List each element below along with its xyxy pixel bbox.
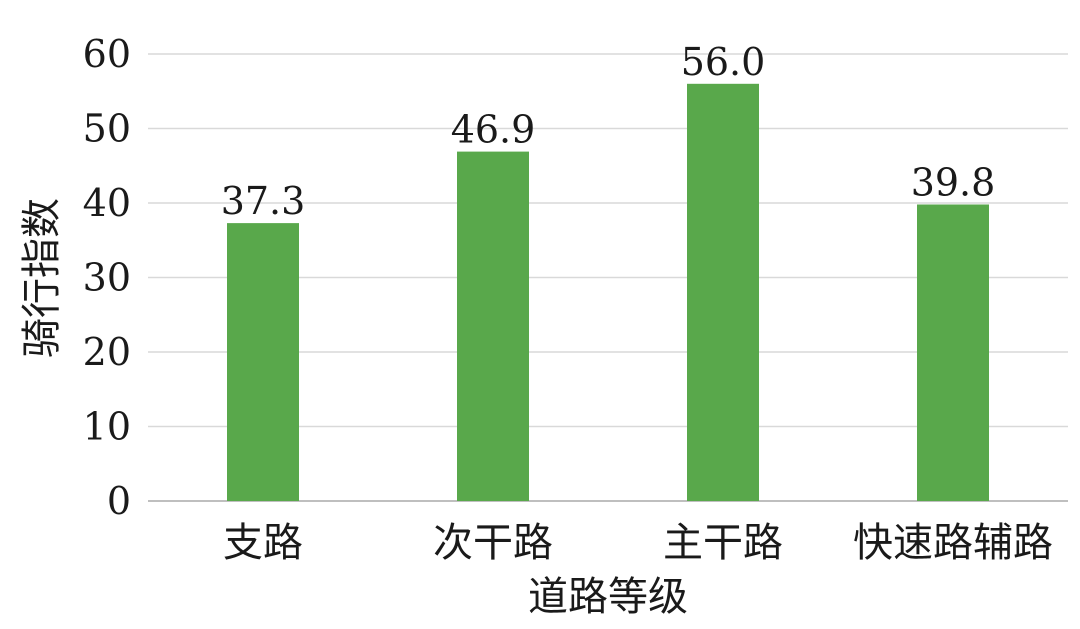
data-label: 37.3	[221, 179, 306, 223]
x-category-label: 主干路	[663, 520, 783, 566]
y-tick-label: 50	[83, 107, 131, 151]
bar	[227, 223, 299, 502]
x-category-label: 支路	[223, 520, 303, 566]
data-labels: 37.3 46.9 56.0 39.8	[221, 40, 996, 223]
bars	[227, 83, 989, 502]
y-tick-label: 60	[83, 32, 131, 76]
x-category-label: 次干路	[433, 520, 553, 566]
x-category-label: 快速路辅路	[853, 520, 1053, 566]
data-label: 46.9	[451, 108, 536, 152]
gridlines	[148, 53, 1068, 502]
y-axis-title: 骑行指数	[19, 198, 65, 358]
x-axis-categories: 支路 次干路 主干路 快速路辅路	[223, 520, 1053, 566]
bar	[917, 204, 989, 502]
bar	[457, 151, 529, 501]
bar	[687, 83, 759, 502]
y-tick-label: 30	[83, 256, 131, 300]
data-label: 39.8	[911, 160, 996, 204]
y-tick-label: 10	[83, 405, 131, 449]
y-axis-ticks: 0 10 20 30 40 50 60	[83, 32, 131, 523]
y-tick-label: 20	[83, 330, 131, 374]
y-tick-label: 40	[83, 181, 131, 225]
data-label: 56.0	[681, 40, 766, 84]
y-tick-label: 0	[107, 479, 131, 523]
x-axis-title: 道路等级	[528, 574, 688, 620]
